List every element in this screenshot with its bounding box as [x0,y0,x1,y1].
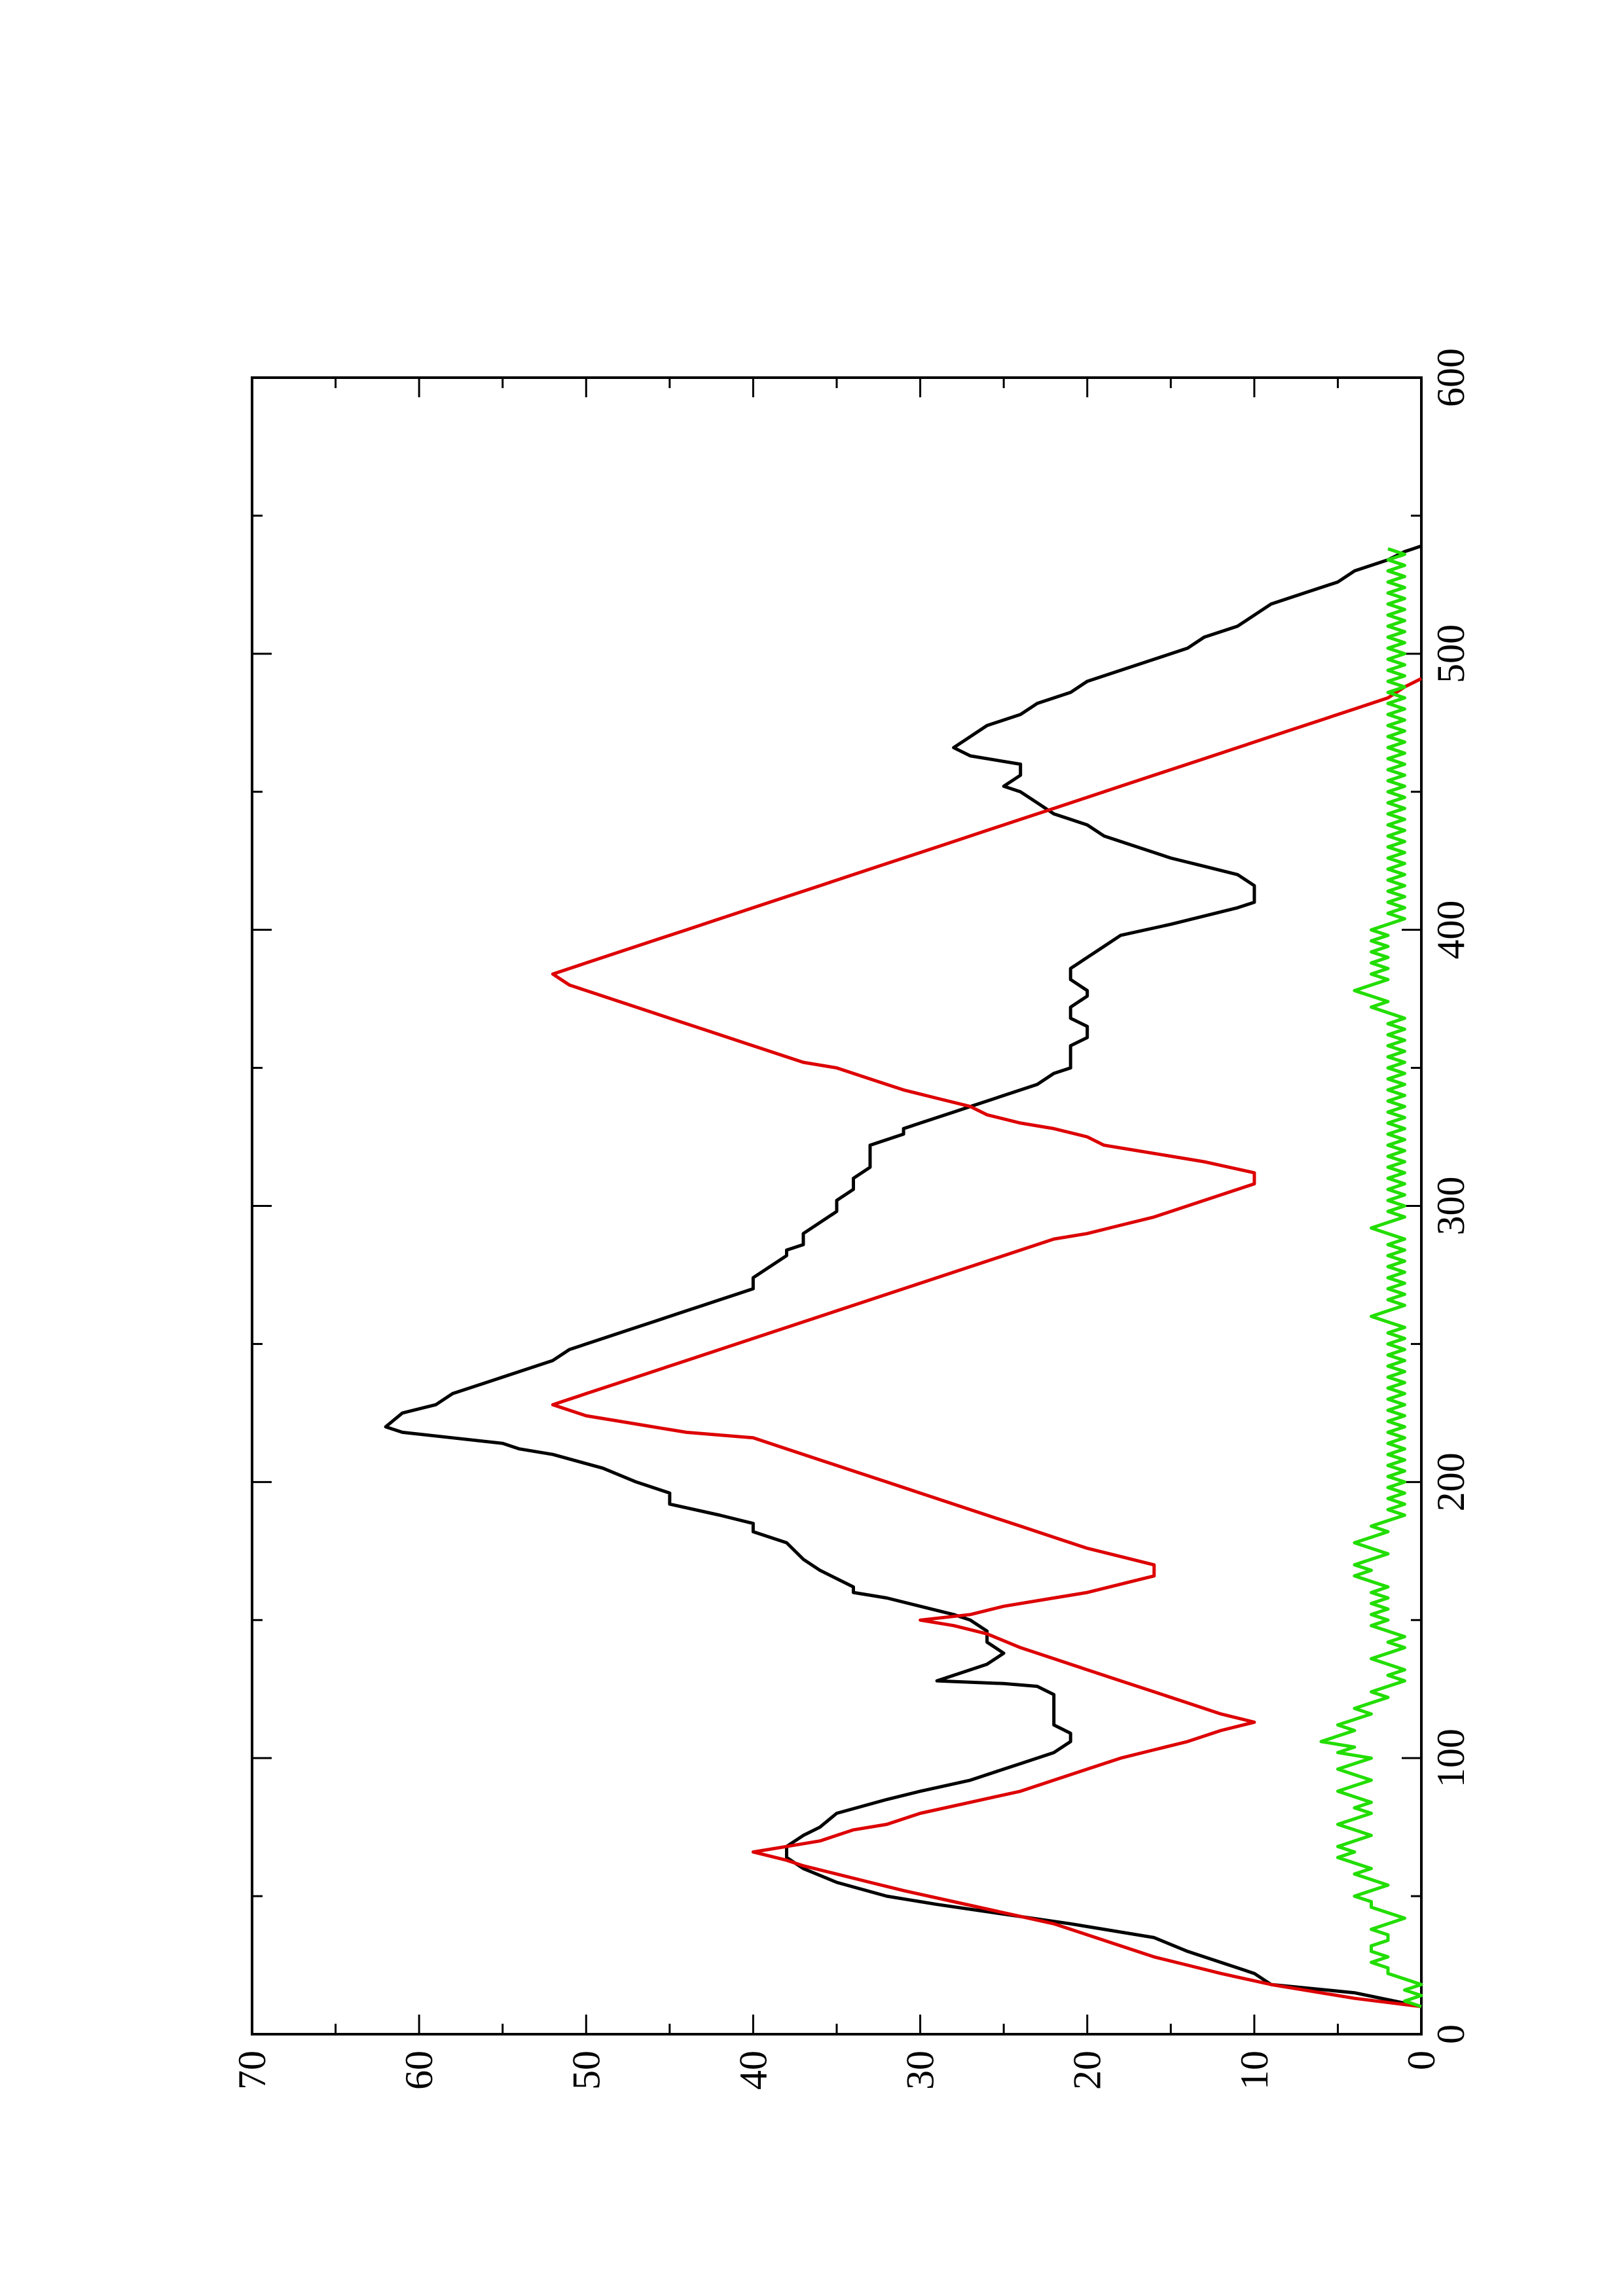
axis-tick-labels: 0 100 200 300 400 500 600 0 10 20 30 40 50 60 70 [230,348,1472,2090]
x-tick-label: 600 [1429,348,1472,407]
y-tick-label: 10 [1233,2051,1276,2090]
series-line-1 [384,544,1422,2009]
x-tick-label: 400 [1429,901,1472,960]
y-tick-label: 30 [899,2051,942,2090]
data-series [384,544,1423,2009]
x-tick-label: 200 [1429,1452,1472,1511]
y-tick-label: 60 [397,2051,441,2090]
series-line-3 [1319,547,1423,2009]
y-tick-label: 0 [1400,2051,1443,2070]
y-tick-label: 40 [731,2051,775,2090]
y-tick-label: 20 [1066,2051,1109,2090]
x-tick-label: 0 [1429,2024,1472,2044]
x-tick-label: 500 [1429,624,1472,683]
x-tick-label: 300 [1429,1177,1472,1236]
axis-ticks [251,376,1423,2036]
y-tick-label: 50 [564,2051,608,2090]
x-tick-label: 100 [1429,1729,1472,1787]
y-tick-label: 70 [230,2051,274,2090]
series-line-2 [551,677,1423,2009]
